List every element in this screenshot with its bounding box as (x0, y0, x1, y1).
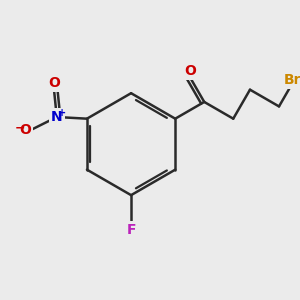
Text: +: + (58, 108, 66, 118)
Text: −: − (14, 122, 25, 135)
Text: O: O (48, 76, 60, 90)
Text: O: O (19, 123, 31, 137)
Text: O: O (184, 64, 196, 78)
Text: Br: Br (284, 73, 300, 87)
Text: N: N (51, 110, 63, 124)
Text: F: F (126, 223, 136, 237)
